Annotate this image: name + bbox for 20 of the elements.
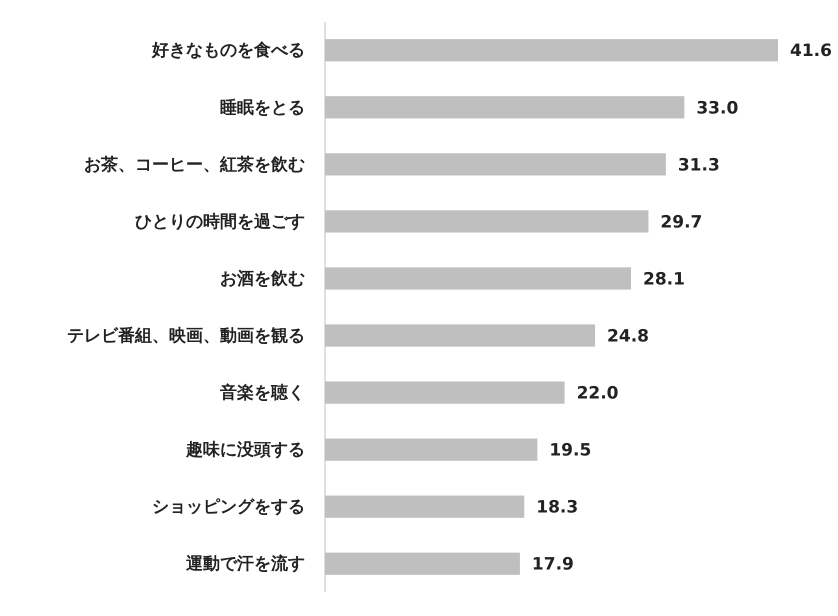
data-label: 33.0 xyxy=(696,98,738,118)
y-tick-label: 睡眠をとる xyxy=(220,98,305,118)
y-tick-label: ショッピングをする xyxy=(152,497,305,518)
data-label: 19.5 xyxy=(549,440,592,461)
y-tick-label: お酒を飲む xyxy=(220,268,305,289)
y-tick-label: ひとりの時間を過ごす xyxy=(135,212,305,232)
data-label: 22.0 xyxy=(576,384,619,404)
y-tick-label: 運動で汗を流す xyxy=(185,554,305,574)
data-label: 29.7 xyxy=(660,212,702,232)
data-label: 31.3 xyxy=(678,155,720,176)
data-label: 18.3 xyxy=(536,498,578,518)
y-tick-label: 音楽を聴く xyxy=(219,383,305,404)
data-label: 41.6 xyxy=(790,41,832,62)
y-tick-label: 好きなものを食べる xyxy=(151,40,305,61)
y-tick-label: 趣味に没頭する xyxy=(185,440,305,460)
y-tick-label: テレビ番組、映画、動画を観る xyxy=(67,326,305,346)
y-tick-label: お茶、コーヒー、紅茶を飲む xyxy=(84,154,305,175)
data-label: 28.1 xyxy=(642,269,685,290)
data-label: 24.8 xyxy=(607,326,650,346)
data-label: 17.9 xyxy=(532,554,574,575)
